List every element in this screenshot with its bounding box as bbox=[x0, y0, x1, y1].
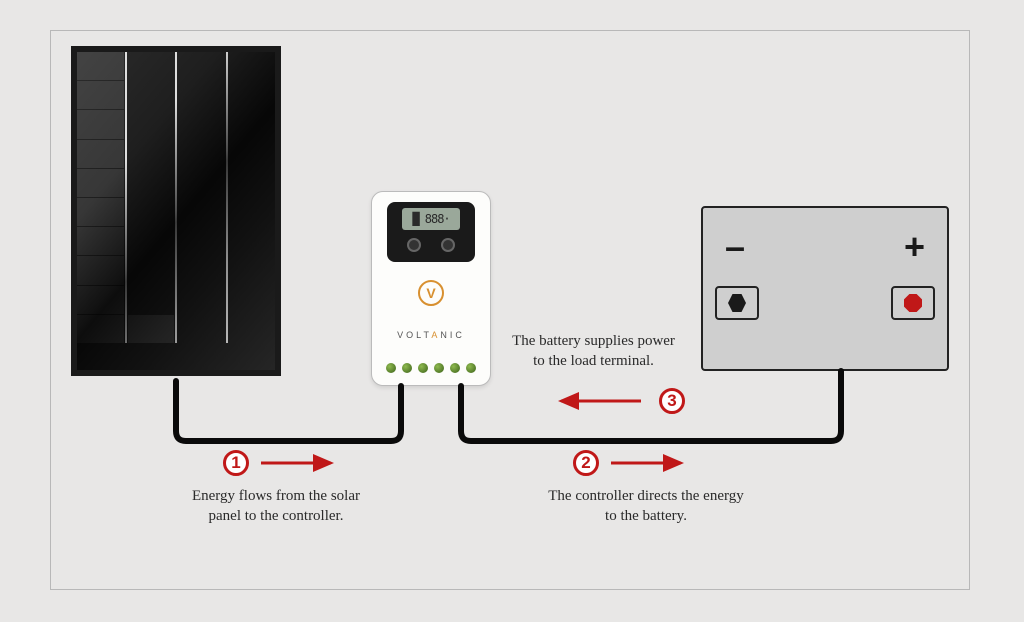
battery-negative-label: – bbox=[725, 226, 742, 268]
caption-step-2: The controller directs the energy to the… bbox=[541, 486, 751, 527]
battery-positive-terminal bbox=[891, 286, 935, 320]
controller-knob-left bbox=[407, 238, 421, 252]
controller-leds bbox=[372, 363, 490, 373]
caption-step-1: Energy flows from the solar panel to the… bbox=[176, 486, 376, 527]
step-badge-1: 1 bbox=[223, 450, 249, 476]
battery-positive-label: + bbox=[904, 226, 925, 268]
step-badge-3: 3 bbox=[659, 388, 685, 414]
step-badge-2: 2 bbox=[573, 450, 599, 476]
battery: – + bbox=[701, 206, 949, 371]
caption-step-3: The battery supplies power to the load t… bbox=[506, 331, 681, 372]
controller-display-panel: █ 888· bbox=[387, 202, 475, 262]
controller-screen: █ 888· bbox=[402, 208, 460, 230]
controller-knob-right bbox=[441, 238, 455, 252]
battery-negative-terminal bbox=[715, 286, 759, 320]
solar-panel bbox=[71, 46, 281, 376]
diagram-frame: █ 888· V VOLTANIC – + 1 2 bbox=[50, 30, 970, 590]
controller-logo-icon: V bbox=[418, 280, 444, 306]
charge-controller: █ 888· V VOLTANIC bbox=[371, 191, 491, 386]
brand-suffix: NIC bbox=[440, 330, 465, 340]
controller-brand-label: VOLTANIC bbox=[372, 330, 490, 340]
brand-prefix: VOLT bbox=[397, 330, 431, 340]
brand-accent: A bbox=[431, 330, 440, 340]
